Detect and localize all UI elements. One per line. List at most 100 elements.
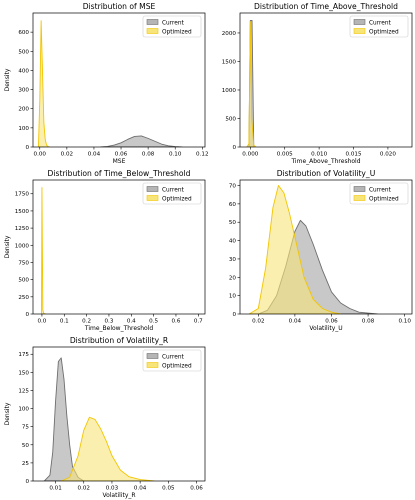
axes-frame bbox=[32, 179, 206, 315]
x-axis-label: Volatility_U bbox=[309, 325, 342, 332]
legend-label-optimized: Optimized bbox=[162, 29, 192, 35]
y-tick-label: 1000 bbox=[15, 243, 30, 249]
y-tick-label: 40 bbox=[229, 239, 237, 245]
axes-frame bbox=[239, 179, 413, 315]
legend-label-current: Current bbox=[369, 187, 391, 193]
x-tick-label: 0.02 bbox=[78, 486, 90, 492]
axes-frame bbox=[32, 346, 206, 482]
x-tick-label: 0.01 bbox=[49, 486, 62, 492]
legend-label-current: Current bbox=[162, 354, 184, 360]
x-tick-label: 0.12 bbox=[196, 152, 208, 158]
subplot-4: 0.02 0.04 0.06 0.08 0.10 0 10 20 30 40 50 60 70 Distr… bbox=[229, 169, 413, 332]
x-tick-label: 0.00 bbox=[34, 152, 47, 158]
legend-label-current: Current bbox=[162, 187, 184, 193]
x-tick-label: 0.000 bbox=[242, 152, 258, 158]
series-optimized bbox=[60, 416, 155, 481]
legend: Current Optimized bbox=[142, 15, 202, 38]
x-tick-label: 0.010 bbox=[311, 152, 327, 158]
x-tick-label: 0.0 bbox=[37, 319, 46, 325]
y-tick-label: 60 bbox=[229, 202, 237, 208]
legend-label-current: Current bbox=[369, 20, 391, 26]
legend-swatch-optimized bbox=[146, 28, 159, 34]
x-tick-label: 0.7 bbox=[194, 319, 203, 325]
x-tick-label: 0.02 bbox=[252, 319, 264, 325]
y-tick-label: 1000 bbox=[222, 88, 237, 94]
legend: Current Optimized bbox=[142, 182, 202, 205]
y-tick-label: 25 bbox=[22, 461, 30, 467]
x-axis-label: Time_Above_Threshold bbox=[290, 158, 360, 165]
legend-label-current: Current bbox=[162, 20, 184, 26]
subplot-2: 0.000 0.005 0.010 0.015 0.020 0 500 1000 1500 200… bbox=[222, 2, 413, 165]
y-tick-label: 750 bbox=[18, 260, 29, 266]
legend: Current Optimized bbox=[142, 349, 202, 372]
x-tick-label: 0.08 bbox=[362, 319, 375, 325]
series-optimized bbox=[37, 20, 50, 147]
x-tick-label: 0.02 bbox=[61, 152, 73, 158]
series-optimized bbox=[41, 187, 46, 314]
y-tick-label: 600 bbox=[18, 30, 29, 36]
y-tick-label: 30 bbox=[229, 257, 237, 263]
legend-swatch-current bbox=[146, 353, 159, 359]
y-tick-label: 0 bbox=[232, 145, 236, 151]
chart-title: Distribution of Time_Above_Threshold bbox=[254, 2, 398, 11]
subplot-5: 0.01 0.02 0.03 0.04 0.05 0.06 0 25 50 75 100 125 150… bbox=[4, 336, 206, 499]
chart-title: Distribution of MSE bbox=[83, 2, 156, 11]
x-tick-label: 0.2 bbox=[82, 319, 91, 325]
x-tick-label: 0.10 bbox=[169, 152, 182, 158]
x-tick-label: 0.1 bbox=[60, 319, 69, 325]
y-tick-label: 500 bbox=[18, 49, 29, 55]
y-tick-label: 50 bbox=[229, 220, 237, 226]
x-tick-label: 0.06 bbox=[115, 152, 128, 158]
series-group bbox=[246, 19, 257, 147]
x-tick-label: 0.04 bbox=[289, 319, 302, 325]
x-tick-label: 0.020 bbox=[380, 152, 396, 158]
legend-swatch-optimized bbox=[353, 28, 366, 34]
legend-label-optimized: Optimized bbox=[162, 196, 192, 202]
y-tick-label: 250 bbox=[18, 295, 29, 301]
x-tick-label: 0.04 bbox=[134, 486, 147, 492]
chart-title: Distribution of Volatility_R bbox=[70, 336, 169, 345]
legend-swatch-optimized bbox=[146, 195, 159, 201]
legend-label-optimized: Optimized bbox=[369, 196, 399, 202]
x-tick-label: 0.5 bbox=[149, 319, 158, 325]
y-tick-label: 125 bbox=[18, 388, 29, 394]
y-tick-label: 1750 bbox=[15, 192, 30, 198]
y-tick-label: 175 bbox=[18, 352, 29, 358]
x-axis-label: Volatility_R bbox=[102, 492, 135, 499]
y-axis-label: Density bbox=[4, 235, 11, 258]
y-tick-label: 70 bbox=[229, 184, 237, 190]
legend: Current Optimized bbox=[349, 15, 409, 38]
legend: Current Optimized bbox=[349, 182, 409, 205]
y-tick-label: 1500 bbox=[15, 209, 30, 215]
series-group bbox=[37, 20, 183, 147]
y-tick-label: 200 bbox=[18, 107, 29, 113]
y-tick-label: 75 bbox=[22, 425, 30, 431]
y-tick-label: 300 bbox=[18, 88, 29, 94]
legend-swatch-current bbox=[353, 186, 366, 192]
y-tick-label: 0 bbox=[25, 145, 29, 151]
y-tick-label: 1250 bbox=[15, 226, 30, 232]
subplot-1: 0.00 0.02 0.04 0.06 0.08 0.10 0.12 0 100 200 300 40… bbox=[4, 2, 209, 165]
x-tick-label: 0.005 bbox=[277, 152, 293, 158]
legend-label-optimized: Optimized bbox=[162, 363, 192, 369]
y-tick-label: 400 bbox=[18, 68, 29, 74]
y-tick-label: 10 bbox=[229, 294, 237, 300]
x-tick-label: 0.015 bbox=[346, 152, 362, 158]
x-axis-label: Time_Below_Threshold bbox=[84, 325, 153, 332]
legend-swatch-optimized bbox=[146, 362, 159, 368]
y-tick-label: 150 bbox=[18, 370, 29, 376]
y-tick-label: 2000 bbox=[222, 31, 237, 37]
legend-swatch-current bbox=[146, 186, 159, 192]
y-tick-label: 500 bbox=[225, 116, 236, 122]
y-tick-label: 0 bbox=[25, 479, 29, 485]
legend-swatch-optimized bbox=[353, 195, 366, 201]
axes-frame bbox=[239, 12, 413, 148]
series-group bbox=[41, 187, 46, 314]
legend-swatch-current bbox=[353, 19, 366, 25]
x-tick-label: 0.6 bbox=[172, 319, 181, 325]
y-tick-label: 0 bbox=[232, 312, 236, 318]
chart-title: Distribution of Volatility_U bbox=[277, 169, 376, 178]
y-axis-label: Density bbox=[4, 68, 11, 91]
x-axis-label: MSE bbox=[113, 158, 126, 165]
series-optimized bbox=[246, 21, 257, 147]
